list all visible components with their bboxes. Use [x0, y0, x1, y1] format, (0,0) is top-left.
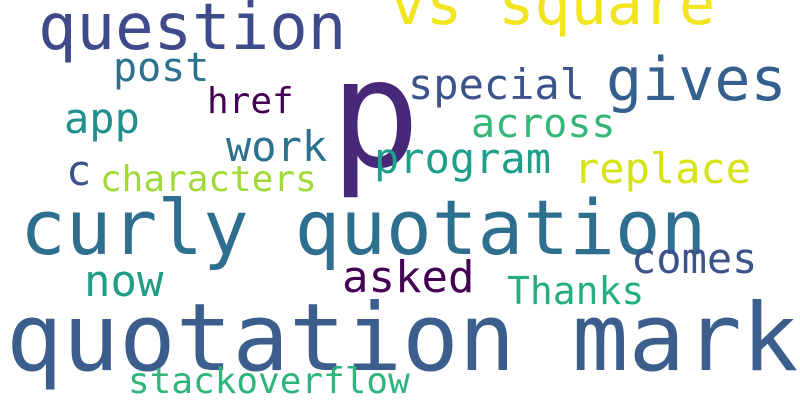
word-characters: characters [100, 159, 317, 200]
word-p: p [330, 28, 421, 202]
word-across: across [471, 101, 616, 147]
word-replace: replace [574, 144, 752, 193]
word-thanks: Thanks [507, 269, 645, 313]
word-stackoverflow: stackoverflow [128, 361, 410, 400]
word-quotation-marks: quotation marks [6, 284, 800, 393]
word-now: now [84, 256, 164, 307]
word-special: special [408, 60, 586, 109]
word-vs-square: vs square [390, 0, 716, 39]
word-question: question [38, 0, 347, 65]
word-work: work [226, 122, 328, 171]
word-asked: asked [342, 252, 475, 303]
word-href: href [207, 81, 294, 122]
word-curly-quotation: curly quotation [20, 183, 707, 272]
word-app: app [64, 94, 140, 143]
word-gives: gives [606, 45, 787, 115]
word-c: c [66, 146, 92, 195]
word-comes: comes [631, 234, 758, 283]
word-program: program [374, 134, 552, 183]
word-post: post [113, 45, 210, 91]
